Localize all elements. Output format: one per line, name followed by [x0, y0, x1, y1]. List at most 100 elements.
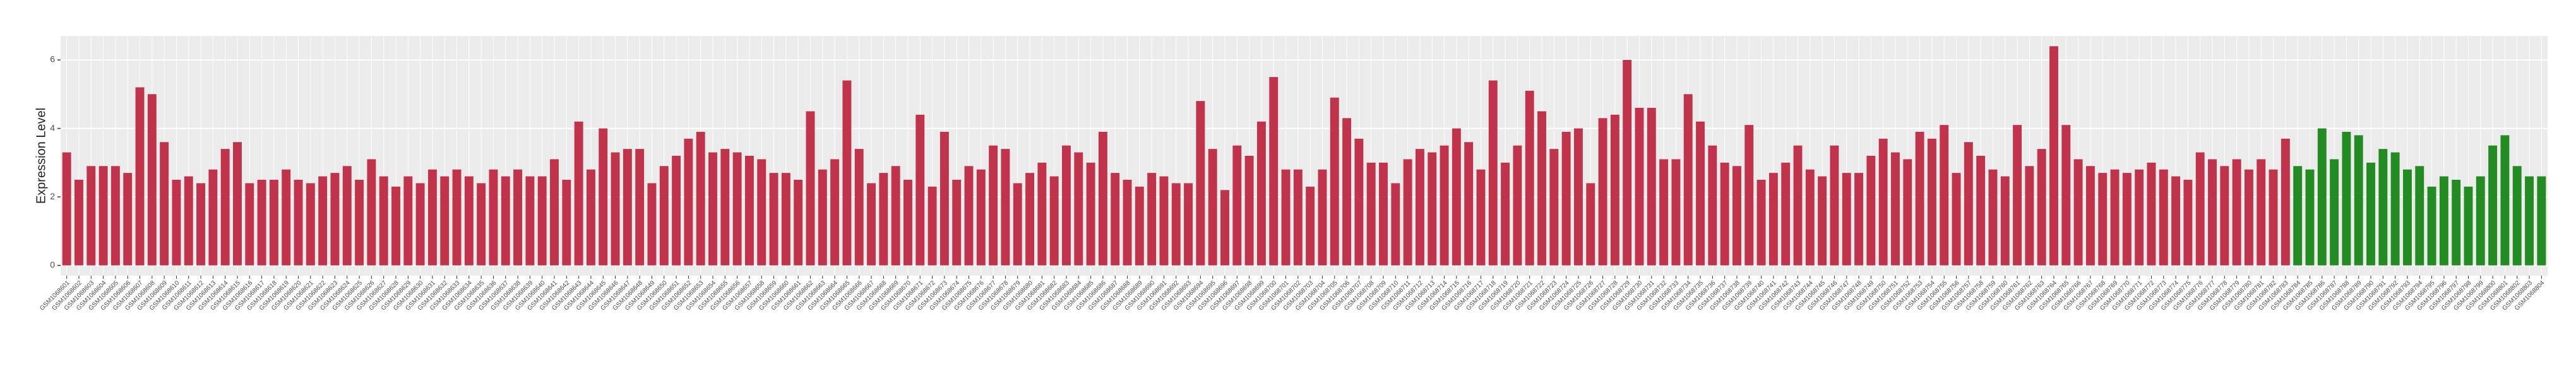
bar	[1001, 149, 1010, 266]
bar	[110, 166, 120, 266]
bar	[769, 173, 778, 266]
bar	[1891, 152, 1900, 266]
bar	[1415, 149, 1424, 266]
bar	[1647, 108, 1656, 266]
bar	[1793, 145, 1803, 266]
bar	[427, 169, 437, 266]
bar	[160, 142, 169, 266]
bar	[989, 145, 998, 266]
bar	[1086, 162, 1095, 266]
bar	[647, 183, 657, 266]
bar	[794, 180, 803, 266]
bar	[1903, 159, 1912, 266]
bar	[1744, 125, 1754, 266]
bar	[1440, 145, 1449, 266]
bar	[1232, 145, 1242, 266]
bar	[2085, 166, 2095, 266]
bar	[2159, 169, 2168, 266]
bar	[2049, 46, 2058, 266]
bar	[1220, 190, 1229, 266]
bar	[2110, 169, 2120, 266]
bar	[781, 173, 790, 266]
bar	[2147, 162, 2156, 266]
bar	[2390, 152, 2400, 266]
y-tick-label: 0	[50, 259, 55, 269]
bar	[208, 169, 218, 266]
bar	[1781, 162, 1791, 266]
bar	[623, 149, 632, 266]
bar	[2402, 169, 2412, 266]
bar	[1623, 60, 1632, 266]
bar	[939, 132, 949, 266]
bar	[415, 183, 425, 266]
bar	[2317, 128, 2327, 266]
bar	[2378, 149, 2388, 266]
bar	[1976, 156, 1986, 266]
bar	[708, 152, 717, 266]
bar	[135, 87, 145, 266]
bar	[2488, 145, 2498, 266]
y-tick-label: 2	[50, 191, 55, 201]
bar	[86, 166, 96, 266]
bar	[2330, 159, 2339, 266]
bar	[1805, 169, 1815, 266]
bar	[2061, 125, 2071, 266]
bar	[1768, 173, 1778, 266]
bar	[1049, 176, 1059, 266]
bar	[1293, 169, 1303, 266]
bar	[1111, 173, 1120, 266]
bar	[367, 159, 376, 266]
bar	[477, 183, 486, 266]
bar	[976, 169, 986, 266]
bar	[282, 169, 291, 266]
bar	[635, 149, 645, 266]
bar	[2281, 138, 2290, 266]
bar	[599, 128, 608, 266]
bar	[1561, 132, 1571, 266]
bar	[2171, 176, 2181, 266]
bar	[830, 159, 840, 266]
y-axis-title: Expression Level	[34, 108, 48, 204]
bar	[2512, 166, 2522, 266]
bar	[867, 183, 876, 266]
bar	[1720, 162, 1729, 266]
bar	[2452, 180, 2461, 266]
bar	[1964, 142, 1973, 266]
bar	[611, 152, 620, 266]
bar	[1306, 186, 1315, 266]
bar	[1354, 138, 1364, 266]
bar	[1610, 114, 1619, 266]
bar	[379, 176, 388, 266]
bar	[903, 180, 912, 266]
bar	[1513, 145, 1522, 266]
bar	[269, 180, 278, 266]
bar	[2415, 166, 2424, 266]
bar	[1671, 159, 1681, 266]
bar	[1428, 152, 1437, 266]
bar	[2135, 169, 2144, 266]
bar	[98, 166, 108, 266]
bar	[1732, 166, 1741, 266]
bar	[562, 180, 571, 266]
bar	[196, 183, 206, 266]
bar	[75, 180, 83, 266]
bar	[757, 159, 766, 266]
bar	[2427, 186, 2436, 266]
bar	[1476, 169, 1486, 266]
bar	[1330, 97, 1339, 266]
bar	[2037, 149, 2046, 266]
bar	[2342, 132, 2351, 266]
y-tick-label: 6	[50, 54, 55, 64]
bar	[2000, 176, 2010, 266]
bar	[2025, 166, 2034, 266]
bar	[586, 169, 595, 266]
bar	[440, 176, 450, 266]
bar	[2439, 176, 2448, 266]
bar	[1818, 176, 1827, 266]
bar	[2257, 159, 2266, 266]
bar	[1940, 125, 1949, 266]
bar	[806, 111, 815, 266]
bar	[1842, 173, 1851, 266]
bar	[1915, 132, 1924, 266]
